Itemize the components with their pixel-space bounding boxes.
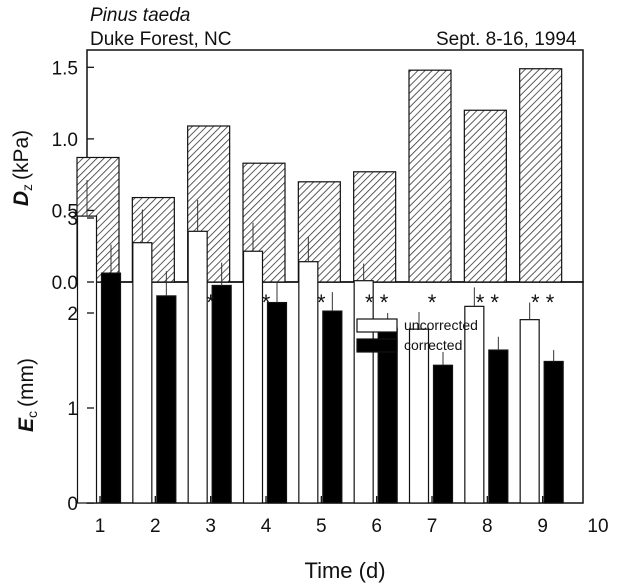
ec-bar-corrected-day-4 — [266, 301, 288, 504]
legend-label-uncorrected: uncorrected — [404, 317, 478, 333]
xtick-label: 2 — [150, 516, 161, 537]
significance-marker: * * — [531, 290, 555, 315]
ec-bar-uncorrected-day-3 — [187, 230, 208, 504]
dz-axis-title-unit: (kPa) — [10, 130, 33, 180]
significance-marker: * — [317, 290, 326, 315]
xtick-label: 3 — [205, 516, 216, 537]
date-range-label: Sept. 8-16, 1994 — [436, 29, 577, 50]
dz-ytick-label: 1.0 — [52, 130, 78, 151]
significance-marker: * — [262, 290, 271, 315]
ec-bar-uncorrected-day-5 — [298, 261, 319, 504]
ec-axis-title-unit: (mm) — [15, 358, 38, 407]
legend-swatch-uncorrected — [356, 318, 398, 333]
ec-bar-uncorrected-day-2 — [132, 242, 153, 504]
xtick-label: 10 — [587, 516, 608, 537]
dz-bar-day-3 — [187, 125, 231, 283]
ec-bar-uncorrected-day-7 — [408, 328, 430, 504]
ec-bar-corrected-day-1 — [100, 272, 122, 504]
legend-swatch-corrected — [356, 338, 398, 353]
xtick-label: 9 — [537, 516, 548, 537]
ec-bar-corrected-day-6 — [377, 327, 398, 504]
ec-axis-title-main: E — [15, 417, 38, 432]
ec-axis-title-sub: c — [24, 411, 40, 418]
significance-marker: * — [206, 290, 215, 315]
dz-bar-day-6 — [353, 171, 397, 283]
dz-ytick-label: 1.5 — [52, 58, 78, 79]
site-label: Duke Forest, NC — [90, 29, 232, 50]
ec-bar-uncorrected-day-1 — [76, 215, 98, 504]
ec-bar-uncorrected-day-9 — [519, 319, 540, 504]
significance-marker: * * — [476, 290, 500, 315]
dz-axis-title-sub: z — [19, 184, 35, 191]
ec-ytick-label: 3 — [67, 209, 78, 230]
ec-ytick-label: 2 — [67, 304, 78, 325]
xtick-label: 6 — [371, 516, 382, 537]
legend-label-corrected: corrected — [404, 337, 462, 353]
dz-axis-title-main: D — [10, 191, 33, 206]
dz-bar-day-9 — [519, 68, 563, 283]
dz-ytick-label: 0.0 — [52, 273, 78, 294]
xtick-label: 1 — [95, 516, 106, 537]
significance-marker: * — [428, 290, 437, 315]
dz-bar-day-7 — [408, 69, 452, 283]
species-label: Pinus taeda — [90, 5, 191, 26]
ec-bar-uncorrected-day-8 — [464, 305, 485, 504]
ec-axis-title: Ec (mm) — [15, 358, 40, 432]
significance-marker: * * — [365, 290, 389, 315]
ec-bar-corrected-day-9 — [543, 360, 564, 504]
ec-bar-corrected-day-8 — [488, 349, 509, 504]
xtick-label: 4 — [261, 516, 272, 537]
dz-axis-title: Dz (kPa) — [10, 130, 35, 206]
ec-ytick-label: 0 — [67, 494, 78, 515]
xtick-label: 5 — [316, 516, 327, 537]
ec-ytick-label: 1 — [67, 399, 78, 420]
ec-bar-corrected-day-2 — [156, 295, 177, 504]
ec-bar-corrected-day-5 — [322, 310, 343, 504]
xtick-label: 8 — [482, 516, 493, 537]
ec-bar-uncorrected-day-4 — [242, 250, 264, 504]
dz-bar-day-8 — [463, 109, 507, 283]
ec-bar-corrected-day-3 — [211, 284, 232, 504]
x-axis-title: Time (d) — [304, 558, 385, 583]
dz-ytick-label: 0.5 — [52, 201, 78, 222]
xtick-label: 7 — [427, 516, 438, 537]
ec-bar-corrected-day-7 — [432, 364, 454, 504]
